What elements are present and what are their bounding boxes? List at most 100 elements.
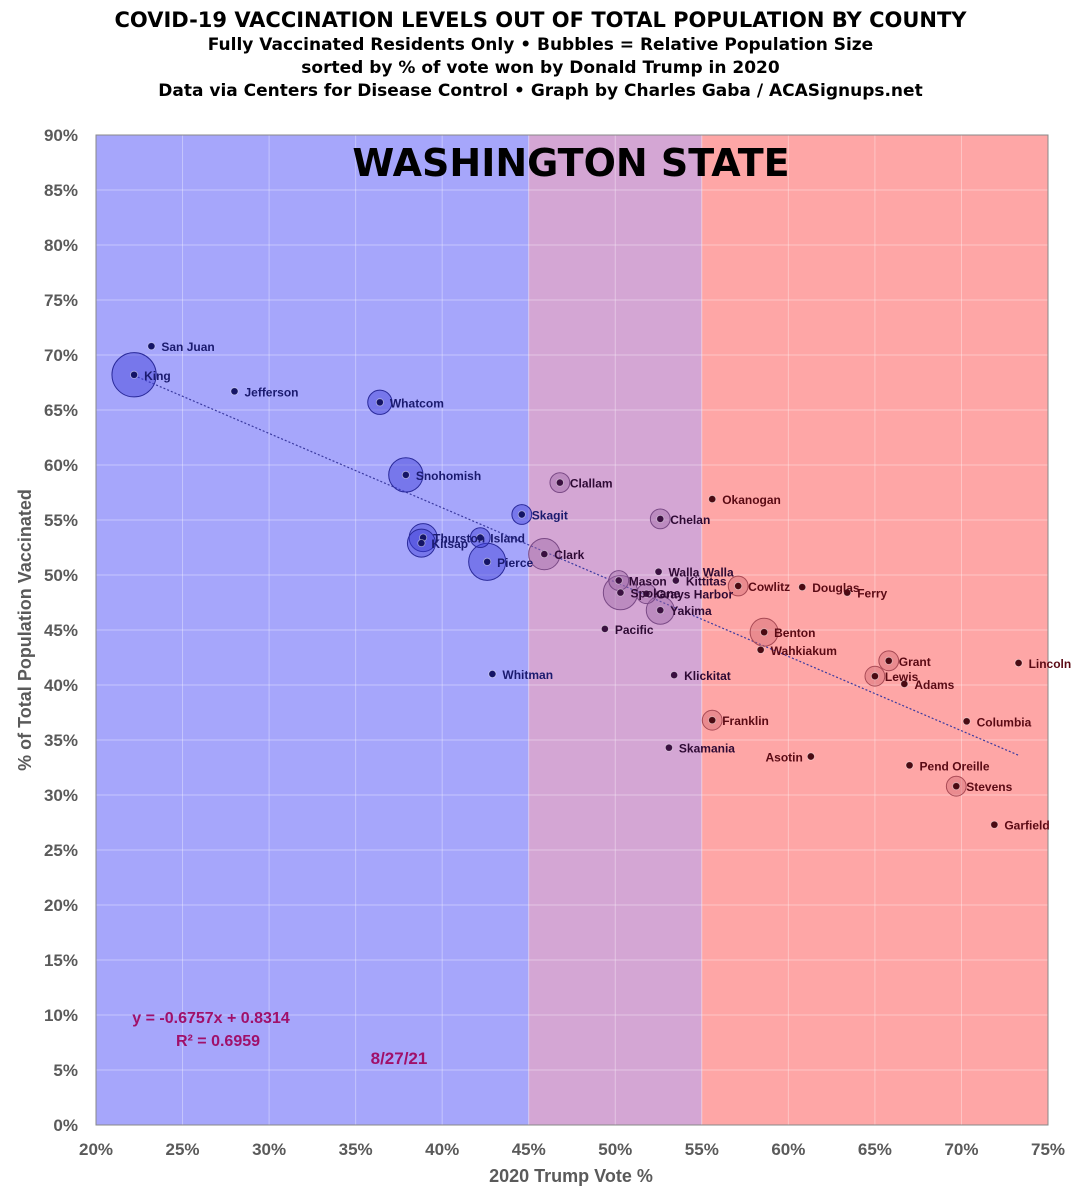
- point-snohomish: [401, 470, 410, 479]
- point-grant: [884, 656, 893, 665]
- point-pacific: [600, 624, 609, 633]
- point-adams: [900, 679, 909, 688]
- point-island: [476, 533, 485, 542]
- label-douglas: Douglas: [812, 581, 860, 595]
- y-axis-label: % of Total Population Vaccinated: [15, 489, 35, 771]
- label-chelan: Chelan: [670, 513, 710, 527]
- point-pierce: [483, 557, 492, 566]
- point-klickitat: [670, 671, 679, 680]
- point-walla-walla: [654, 567, 663, 576]
- label-stevens: Stevens: [966, 780, 1012, 794]
- chart-subtitle-3: Data via Centers for Disease Control • G…: [158, 81, 923, 101]
- x-tick-label: 35%: [339, 1140, 373, 1159]
- band-2: [701, 135, 1048, 1125]
- point-chelan: [656, 514, 665, 523]
- label-ferry: Ferry: [857, 587, 887, 601]
- point-franklin: [708, 716, 717, 725]
- y-tick-label: 30%: [44, 786, 78, 805]
- label-grant: Grant: [899, 655, 931, 669]
- y-tick-label: 15%: [44, 951, 78, 970]
- band-0: [96, 135, 529, 1125]
- chart-title: COVID-19 VACCINATION LEVELS OUT OF TOTAL…: [114, 8, 967, 32]
- y-tick-labels: 0% 5% 10% 15% 20% 25% 30% 35% 40% 45% 50% 55% 60% 65%…: [44, 126, 78, 1135]
- point-lewis: [870, 672, 879, 681]
- x-tick-label: 60%: [771, 1140, 805, 1159]
- point-spokane: [616, 588, 625, 597]
- y-tick-label: 10%: [44, 1006, 78, 1025]
- plot-border: [95, 134, 1049, 1126]
- point-yakima: [656, 606, 665, 615]
- point-stevens: [952, 782, 961, 791]
- band-1: [528, 135, 702, 1125]
- label-franklin: Franklin: [722, 714, 769, 728]
- point-okanogan: [708, 495, 717, 504]
- y-tick-label: 70%: [44, 346, 78, 365]
- y-tick-label: 75%: [44, 291, 78, 310]
- label-kitsap: Kitsap: [431, 537, 468, 551]
- point-mason: [614, 576, 623, 585]
- point-kittitas: [671, 576, 680, 585]
- label-clallam: Clallam: [570, 477, 613, 491]
- x-tick-labels: 20% 25% 30% 35% 40% 45% 50% 55% 60% 65% 70% 75%: [79, 1140, 1065, 1159]
- point-whatcom: [375, 398, 384, 407]
- dot-layer: [130, 342, 1023, 829]
- x-tick-label: 25%: [166, 1140, 200, 1159]
- x-tick-label: 30%: [252, 1140, 286, 1159]
- y-tick-label: 45%: [44, 621, 78, 640]
- label-columbia: Columbia: [977, 715, 1032, 729]
- label-lewis: Lewis: [885, 670, 919, 684]
- point-king: [130, 370, 139, 379]
- y-tick-label: 20%: [44, 896, 78, 915]
- label-jefferson: Jefferson: [244, 385, 298, 399]
- chart-subtitle-1: Fully Vaccinated Residents Only • Bubble…: [207, 35, 874, 55]
- trendline: [133, 374, 1019, 756]
- label-lincoln: Lincoln: [1029, 657, 1072, 671]
- point-asotin: [806, 752, 815, 761]
- y-tick-label: 85%: [44, 181, 78, 200]
- x-tick-label: 20%: [79, 1140, 113, 1159]
- x-tick-label: 50%: [598, 1140, 632, 1159]
- x-tick-label: 55%: [685, 1140, 719, 1159]
- label-whitman: Whitman: [502, 668, 553, 682]
- point-douglas: [798, 583, 807, 592]
- label-pacific: Pacific: [615, 623, 654, 637]
- date-label: 8/27/21: [371, 1049, 428, 1068]
- label-mason: Mason: [629, 575, 667, 589]
- point-ferry: [843, 588, 852, 597]
- point-cowlitz: [734, 582, 743, 591]
- label-king: King: [144, 369, 171, 383]
- label-san-juan: San Juan: [161, 340, 214, 354]
- x-tick-label: 70%: [944, 1140, 978, 1159]
- point-label-layer: San Juan King Jefferson Whatcom Snohomish Ska…: [144, 340, 1071, 833]
- y-tick-label: 50%: [44, 566, 78, 585]
- x-tick-label: 65%: [858, 1140, 892, 1159]
- label-garfield: Garfield: [1004, 819, 1049, 833]
- label-skagit: Skagit: [532, 509, 568, 523]
- point-wahkiakum: [756, 645, 765, 654]
- party-bands: [96, 135, 1048, 1125]
- label-skamania: Skamania: [679, 742, 735, 756]
- y-tick-label: 90%: [44, 126, 78, 145]
- label-pend-oreille: Pend Oreille: [920, 759, 990, 773]
- label-benton: Benton: [774, 626, 815, 640]
- chart-subtitle-2: sorted by % of vote won by Donald Trump …: [301, 58, 780, 78]
- point-skagit: [517, 510, 526, 519]
- label-kittitas: Kittitas: [686, 575, 727, 589]
- label-adams: Adams: [914, 678, 954, 692]
- y-tick-label: 55%: [44, 511, 78, 530]
- label-walla-walla: Walla Walla: [669, 566, 734, 580]
- label-cowlitz: Cowlitz: [748, 580, 790, 594]
- point-lincoln: [1014, 659, 1023, 668]
- x-tick-label: 75%: [1031, 1140, 1065, 1159]
- label-asotin: Asotin: [766, 751, 803, 765]
- y-tick-label: 40%: [44, 676, 78, 695]
- label-grays-harbor: Grays Harbor: [656, 588, 733, 602]
- point-pend-oreille: [905, 761, 914, 770]
- y-tick-label: 65%: [44, 401, 78, 420]
- title-block: COVID-19 VACCINATION LEVELS OUT OF TOTAL…: [0, 6, 1081, 103]
- point-clallam: [555, 478, 564, 487]
- label-yakima: Yakima: [670, 604, 712, 618]
- label-snohomish: Snohomish: [416, 469, 481, 483]
